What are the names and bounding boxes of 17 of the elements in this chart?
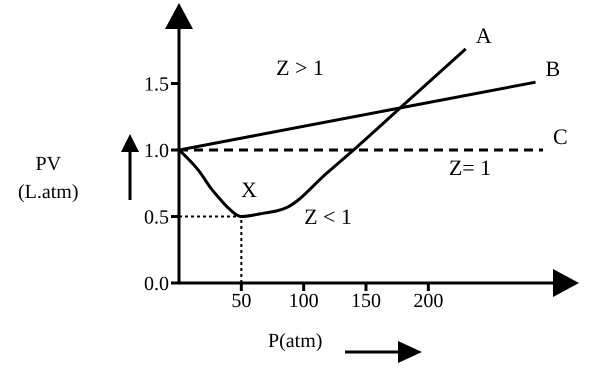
series-label: A [476, 22, 492, 48]
series-label: B [546, 56, 560, 82]
x-tick-label: 50 [231, 290, 252, 312]
x-tick-label: 200 [413, 290, 444, 312]
y-tick-label: 1.5 [144, 74, 169, 96]
y-tick-label: 1.0 [144, 140, 169, 162]
x-axis-title: P(atm) [268, 330, 322, 353]
y-tick-label: 0.5 [144, 206, 169, 229]
annotation: Z > 1 [276, 55, 324, 81]
y-tick-label: 0.0 [144, 273, 169, 296]
series-label: C [553, 124, 568, 149]
y-axis-title: PV (L.atm) [18, 152, 79, 205]
x-tick-label: 100 [288, 290, 319, 312]
x-tick-label: 150 [351, 290, 381, 312]
annotation: Z < 1 [304, 204, 352, 230]
annotation: Z= 1 [448, 155, 492, 181]
annotation: X [241, 177, 257, 203]
